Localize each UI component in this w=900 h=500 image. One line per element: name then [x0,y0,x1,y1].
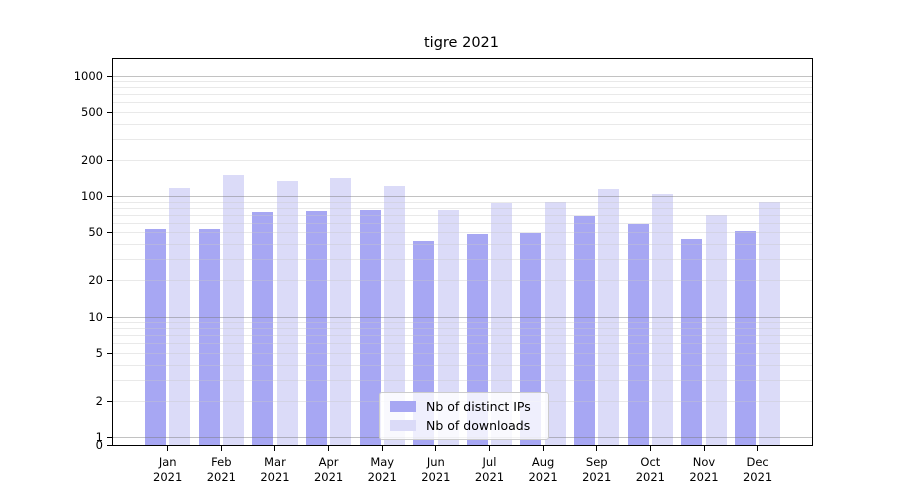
bar-oct-distinct-ips [627,223,649,445]
x-tick-mark [220,446,222,451]
y-tick-label: 10 [88,309,103,324]
bar-jul-downloads [491,202,513,445]
x-tick-label-sep: Sep 2021 [582,455,612,484]
bar-apr-downloads [330,177,352,445]
x-tick-mark [542,446,544,451]
y-tick-label: 2 [95,393,103,408]
bar-sep-downloads [598,189,620,445]
y-tick-mark [107,352,113,354]
x-tick-mark [328,446,330,451]
x-tick-label-nov: Nov 2021 [689,455,719,484]
x-tick-mark [274,446,276,451]
y-tick-label: 1 [95,430,103,444]
bar-sep-distinct-ips [574,216,596,445]
y-tick-mark [107,111,113,113]
bar-apr-distinct-ips [305,211,327,445]
x-tick-mark [381,446,383,451]
gridline-minor [113,123,812,125]
x-tick-label-mar: Mar 2021 [260,455,290,484]
legend-label-distinct-ips: Nb of distinct IPs [426,398,531,414]
legend-item-downloads: Nb of downloads [380,417,548,433]
y-tick-mark [107,280,113,282]
gridline-minor [113,81,812,82]
bar-feb-downloads [223,174,245,445]
x-tick-mark [435,446,437,451]
legend-label-downloads: Nb of downloads [426,417,531,433]
bar-aug-downloads [544,201,566,445]
y-tick-mark [107,400,113,402]
x-tick-mark [167,446,169,451]
x-tick-label-dec: Dec 2021 [742,455,773,484]
y-tick-label: 200 [81,152,103,167]
y-tick-label: 0 [95,438,103,452]
gridline-major [113,196,812,197]
bar-nov-distinct-ips [681,238,703,445]
gridline-minor [113,207,812,209]
x-tick-mark [649,446,651,451]
bar-mar-downloads [276,180,298,445]
bar-jan-distinct-ips [145,229,166,445]
y-tick-label: 5 [95,345,103,360]
gridline-minor [113,138,812,140]
gridline-minor [113,87,812,89]
y-tick-mark [107,437,113,438]
y-tick-mark [107,232,113,234]
y-tick-label: 50 [88,225,103,240]
y-tick-mark [107,75,113,77]
bar-jun-downloads [437,209,459,445]
gridline-major [113,75,812,77]
gridline-minor [113,159,812,161]
gridline-minor [113,94,812,96]
bar-may-downloads [383,185,405,445]
plot-area: Nb of distinct IPs Nb of downloads 1000 5… [74,58,813,484]
y-tick-label: 100 [81,189,103,203]
y-tick-label: 1000 [73,68,103,83]
gridline-minor [113,111,812,113]
x-tick-label-jul: Jul 2021 [474,455,505,484]
x-tick-label-jun: Jun 2021 [421,455,451,484]
y-tick-label: 20 [88,273,103,288]
bar-nov-downloads [705,215,727,445]
x-tick-label-oct: Oct 2021 [635,455,665,484]
gridline-minor [113,201,812,203]
bar-dec-downloads [759,201,781,445]
y-tick-mark [107,445,113,446]
x-tick-mark [703,446,705,451]
y-tick-mark [107,159,113,161]
x-tick-label-feb: Feb 2021 [206,455,236,484]
legend: Nb of distinct IPs Nb of downloads [379,392,549,440]
y-tick-label: 500 [81,104,103,119]
bar-feb-distinct-ips [198,229,220,445]
x-tick-label-aug: Aug 2021 [528,455,558,484]
x-tick-mark [596,446,598,451]
legend-swatch-distinct-ips [390,401,416,412]
bar-mar-distinct-ips [252,211,274,445]
y-tick-mark [107,316,113,318]
x-tick-label-apr: Apr 2021 [313,455,344,484]
bar-oct-downloads [652,194,674,445]
x-tick-mark [757,446,759,451]
chart-title: tigre 2021 [424,35,499,51]
bar-dec-distinct-ips [734,231,756,445]
legend-swatch-downloads [390,420,416,431]
bar-jan-downloads [169,188,191,445]
x-tick-label-jan: Jan 2021 [153,455,183,484]
x-tick-mark [488,446,490,451]
x-tick-label-may: May 2021 [367,455,397,484]
gridline-minor [113,102,812,104]
bar-may-distinct-ips [359,209,381,445]
legend-item-distinct-ips: Nb of distinct IPs [380,398,548,414]
y-tick-mark [107,196,113,197]
